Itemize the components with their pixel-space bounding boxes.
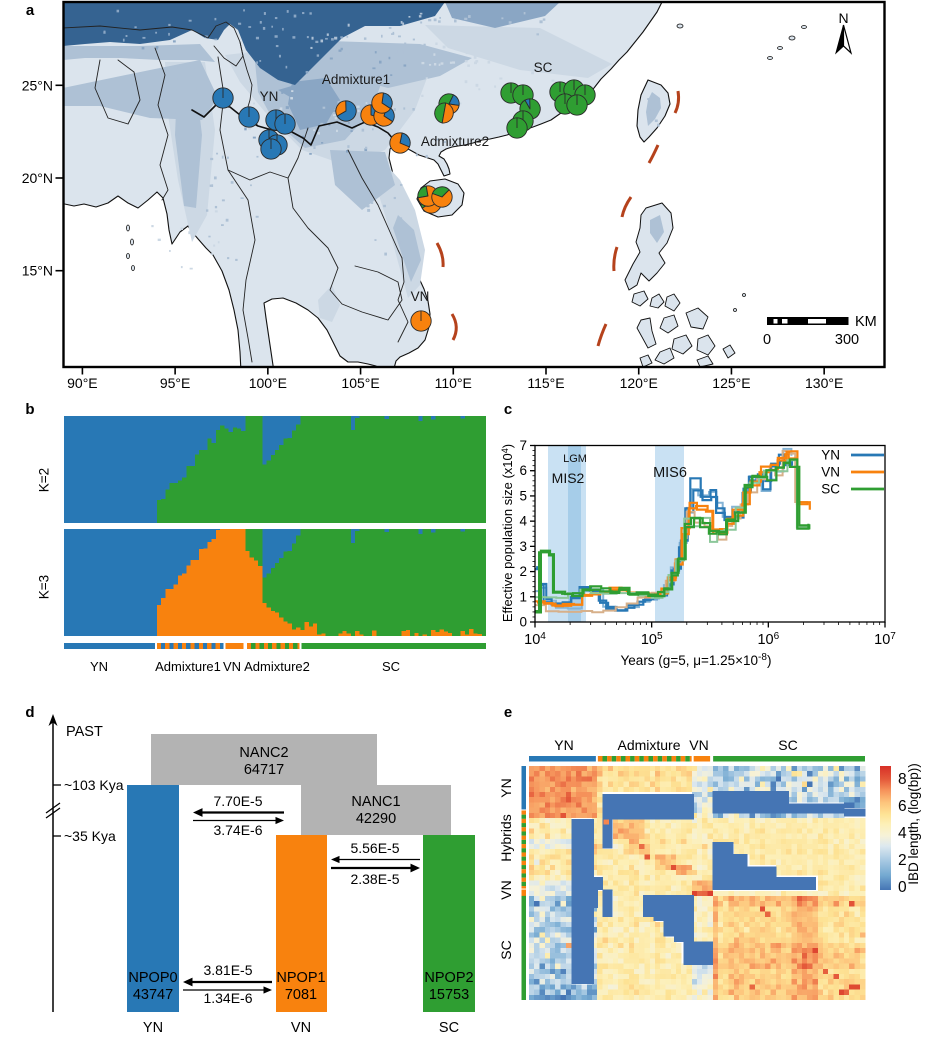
svg-text:YN: YN — [554, 737, 573, 753]
svg-text:NPOP0: NPOP0 — [128, 970, 177, 986]
svg-text:Admixture2: Admixture2 — [244, 659, 310, 674]
svg-text:VN: VN — [291, 1020, 311, 1036]
svg-text:b: b — [25, 401, 34, 418]
svg-text:0: 0 — [898, 879, 907, 896]
svg-text:2: 2 — [519, 564, 527, 579]
svg-text:N: N — [838, 10, 848, 26]
svg-text:NANC2: NANC2 — [239, 745, 288, 761]
svg-text:PAST: PAST — [66, 724, 103, 740]
svg-text:105°E: 105°E — [341, 375, 379, 391]
svg-text:SC: SC — [382, 659, 400, 674]
svg-text:105: 105 — [641, 631, 663, 648]
svg-text:YN: YN — [143, 1020, 163, 1036]
svg-text:125°E: 125°E — [712, 375, 750, 391]
svg-text:c: c — [504, 401, 512, 418]
svg-text:100°E: 100°E — [249, 375, 287, 391]
svg-text:SC: SC — [439, 1020, 459, 1036]
svg-text:7: 7 — [519, 438, 527, 453]
svg-text:Years (g=5, μ=1.25×10-8): Years (g=5, μ=1.25×10-8) — [621, 652, 772, 668]
svg-text:4: 4 — [519, 514, 527, 529]
svg-text:YN: YN — [260, 89, 279, 104]
svg-text:2.38E-5: 2.38E-5 — [350, 871, 399, 887]
svg-text:3: 3 — [519, 539, 527, 554]
svg-text:5: 5 — [519, 488, 527, 503]
svg-text:25°N: 25°N — [22, 77, 53, 93]
svg-text:90°E: 90°E — [67, 375, 98, 391]
svg-text:Hybrids: Hybrids — [498, 814, 514, 861]
svg-text:NANC1: NANC1 — [351, 794, 400, 810]
svg-text:0: 0 — [763, 332, 771, 348]
svg-text:e: e — [504, 704, 512, 721]
svg-text:110°E: 110°E — [435, 375, 472, 391]
svg-text:VN: VN — [223, 659, 241, 674]
svg-text:8: 8 — [898, 771, 907, 788]
svg-text:15753: 15753 — [429, 987, 469, 1003]
svg-text:Effective population size (x10: Effective population size (x104) — [500, 444, 515, 622]
svg-text:95°E: 95°E — [160, 375, 191, 391]
svg-text:Admixture: Admixture — [617, 737, 680, 753]
svg-text:0: 0 — [519, 615, 527, 630]
svg-text:a: a — [26, 2, 35, 19]
svg-text:YN: YN — [498, 778, 514, 797]
svg-text:SC: SC — [778, 737, 797, 753]
svg-text:130°E: 130°E — [805, 375, 843, 391]
svg-text:YN: YN — [821, 448, 840, 463]
svg-text:VN: VN — [498, 880, 514, 899]
svg-text:VN: VN — [689, 737, 708, 753]
svg-text:VN: VN — [821, 465, 840, 480]
svg-text:SC: SC — [821, 482, 840, 497]
svg-text:5.56E-5: 5.56E-5 — [350, 840, 399, 856]
svg-text:SC: SC — [534, 60, 553, 75]
svg-text:~35 Kya: ~35 Kya — [64, 828, 116, 844]
svg-text:4: 4 — [898, 825, 907, 842]
svg-text:107: 107 — [874, 631, 896, 648]
svg-text:106: 106 — [757, 631, 779, 648]
svg-text:3.74E-6: 3.74E-6 — [213, 822, 262, 838]
svg-text:20°N: 20°N — [22, 170, 53, 186]
svg-text:7.70E-5: 7.70E-5 — [213, 793, 262, 809]
svg-text:6: 6 — [898, 798, 907, 815]
svg-text:43747: 43747 — [133, 987, 173, 1003]
svg-text:64717: 64717 — [244, 762, 284, 778]
svg-text:K=3: K=3 — [37, 575, 52, 599]
svg-text:1.34E-6: 1.34E-6 — [203, 990, 252, 1006]
svg-text:Admixture1: Admixture1 — [322, 72, 390, 87]
svg-text:MIS6: MIS6 — [653, 465, 687, 481]
svg-text:115°E: 115°E — [527, 375, 564, 391]
svg-text:42290: 42290 — [356, 811, 396, 827]
svg-text:VN: VN — [411, 289, 430, 304]
svg-text:104: 104 — [524, 631, 546, 648]
svg-text:7081: 7081 — [285, 987, 317, 1003]
svg-text:NPOP2: NPOP2 — [424, 970, 473, 986]
svg-text:SC: SC — [498, 940, 514, 959]
svg-text:K=2: K=2 — [37, 468, 52, 492]
svg-text:d: d — [25, 704, 34, 721]
svg-text:Admixture1: Admixture1 — [155, 659, 221, 674]
svg-text:KM: KM — [855, 314, 877, 330]
svg-text:3.81E-5: 3.81E-5 — [203, 962, 252, 978]
svg-text:MIS2: MIS2 — [552, 470, 585, 486]
svg-text:NPOP1: NPOP1 — [276, 970, 325, 986]
svg-text:120°E: 120°E — [620, 375, 658, 391]
svg-text:300: 300 — [835, 332, 859, 348]
svg-text:2: 2 — [898, 852, 907, 869]
svg-text:6: 6 — [519, 463, 527, 478]
svg-text:15°N: 15°N — [22, 263, 53, 279]
svg-text:~103 Kya: ~103 Kya — [64, 777, 124, 793]
svg-text:LGM: LGM — [563, 453, 587, 465]
svg-text:IBD length, (log(bp)): IBD length, (log(bp)) — [906, 763, 921, 885]
svg-text:YN: YN — [90, 659, 108, 674]
svg-text:1: 1 — [519, 589, 527, 604]
svg-text:Admixture2: Admixture2 — [421, 134, 489, 149]
